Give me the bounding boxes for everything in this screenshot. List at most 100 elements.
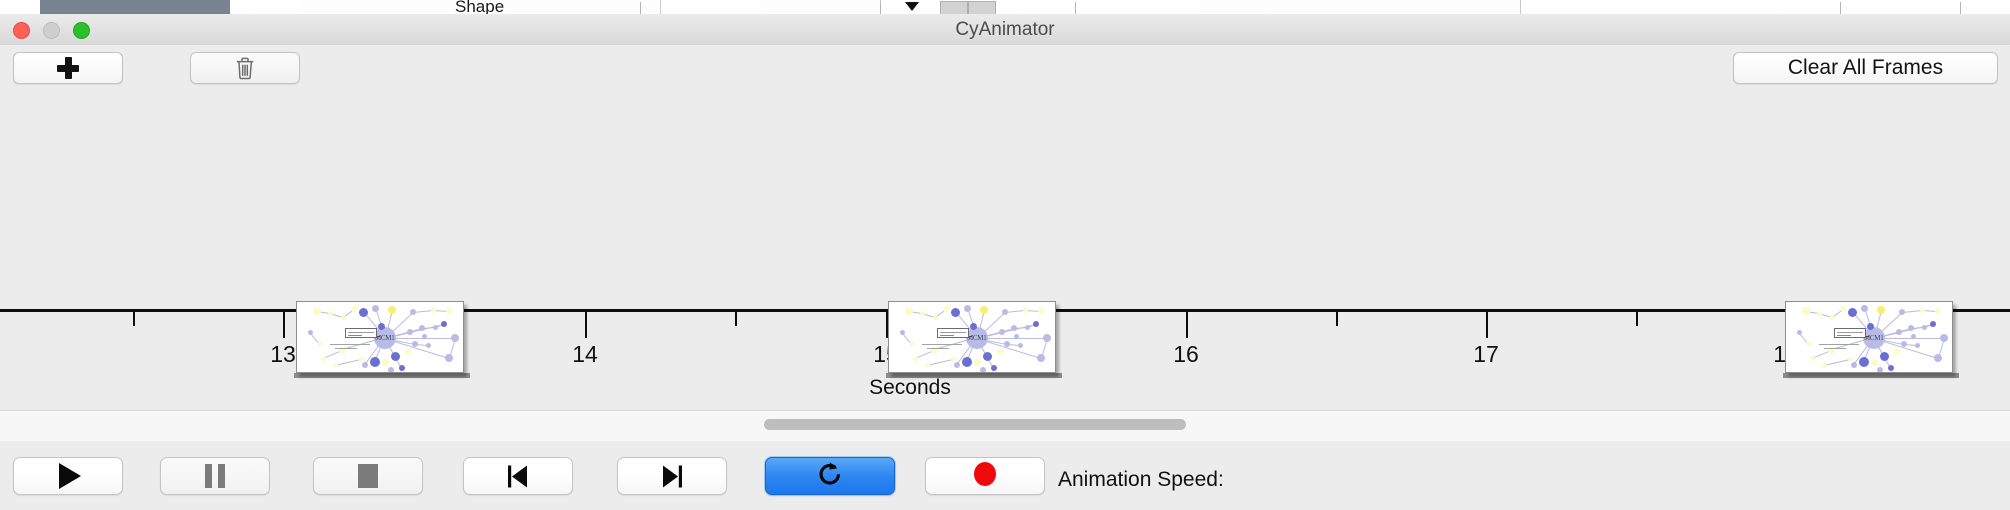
network-node [405,349,411,355]
network-node [1011,325,1017,331]
network-view: MCM1 [889,302,1055,372]
axis-tick [133,312,135,326]
network-node [1033,321,1039,327]
network-caption-line [330,344,370,345]
delete-frame-button[interactable] [190,52,300,84]
network-node [930,346,938,354]
timeline-frame-thumbnail[interactable]: MCM1 [1785,301,1953,373]
background-tick [1960,2,1961,14]
background-panel [460,0,661,14]
background-dark-block [40,0,230,14]
network-node [358,356,364,362]
play-button[interactable] [13,457,123,495]
record-button[interactable] [925,457,1045,495]
network-node [1930,321,1936,327]
network-node [377,322,385,330]
network-node [390,351,400,361]
network-node [973,358,981,366]
network-node [954,362,960,368]
background-tick [1840,2,1841,14]
callout-text-line [1837,335,1851,336]
network-node [371,304,379,312]
clear-all-frames-button[interactable]: Clear All Frames [1733,52,1998,84]
frame-toolbar: Clear All Frames [0,45,2010,90]
skip-end-icon [661,464,683,489]
network-node [969,322,977,330]
network-node [388,306,396,314]
pause-button[interactable] [160,457,270,495]
network-node [432,324,438,330]
network-edge [335,359,362,366]
background-swatch [940,1,968,14]
minimize-window-button[interactable] [43,22,60,39]
callout-leader-line [969,336,972,337]
add-frame-button[interactable] [13,52,123,84]
axis-tick [1336,312,1338,326]
stop-button[interactable] [313,457,423,495]
network-annotation-callout [937,328,969,338]
network-node [313,307,321,315]
skip-start-icon [507,464,529,489]
network-node [1877,367,1883,372]
axis-tick [1486,312,1488,338]
timeline-scrollbar-track[interactable] [0,410,2010,442]
background-app-label: Shape [455,0,505,15]
axis-tick [886,312,888,338]
axis-title: Seconds [869,376,951,399]
network-hub-node-label: MCM1 [375,334,395,342]
close-window-button[interactable] [13,22,30,39]
network-node [1879,351,1889,361]
skip-to-end-button[interactable] [617,457,727,495]
network-node [1022,307,1028,313]
network-node [1921,324,1927,330]
network-node [1805,340,1811,346]
network-node [445,354,453,362]
network-node [1802,307,1810,315]
network-node [919,310,925,316]
background-panel [300,0,461,14]
network-caption-line [927,348,949,349]
axis-tick-label: 16 [1173,341,1199,367]
background-arrow-icon [905,2,919,11]
network-node [320,355,326,361]
network-edge [1874,338,1944,339]
timeline-scrollbar-thumb[interactable] [763,419,1186,430]
network-edge [385,338,455,339]
plus-icon [57,57,79,79]
network-node [1038,308,1044,314]
network-node [980,306,988,314]
loop-button[interactable] [765,457,895,495]
timeline-frame-thumbnail[interactable]: MCM1 [296,301,464,373]
title-bar: CyAnimator [0,14,2010,46]
network-node [407,329,413,335]
axis-tick [1186,312,1188,338]
background-panel [1340,0,1521,14]
background-app-strip: Shape [0,0,2010,15]
loop-icon [817,461,843,492]
network-node [905,307,913,315]
maximize-window-button[interactable] [73,22,90,39]
network-node [441,321,447,327]
skip-to-start-button[interactable] [463,457,573,495]
stop-icon [358,464,378,488]
callout-text-line [348,332,374,333]
network-node [388,367,394,372]
network-node [340,314,346,320]
network-node [307,329,313,335]
background-swatch [968,1,996,14]
timeline-frame-thumbnail[interactable]: MCM1 [888,301,1056,373]
network-node [1934,354,1942,362]
network-node [1914,342,1920,348]
network-node [1796,329,1802,335]
network-node [1024,324,1030,330]
network-node [327,310,333,316]
network-node [963,304,971,312]
network-node [1037,354,1045,362]
network-annotation-callout [345,328,377,338]
network-node [358,307,368,317]
network-node [1851,362,1857,368]
network-node [1888,365,1894,371]
network-node [412,341,418,347]
network-node [451,334,459,342]
